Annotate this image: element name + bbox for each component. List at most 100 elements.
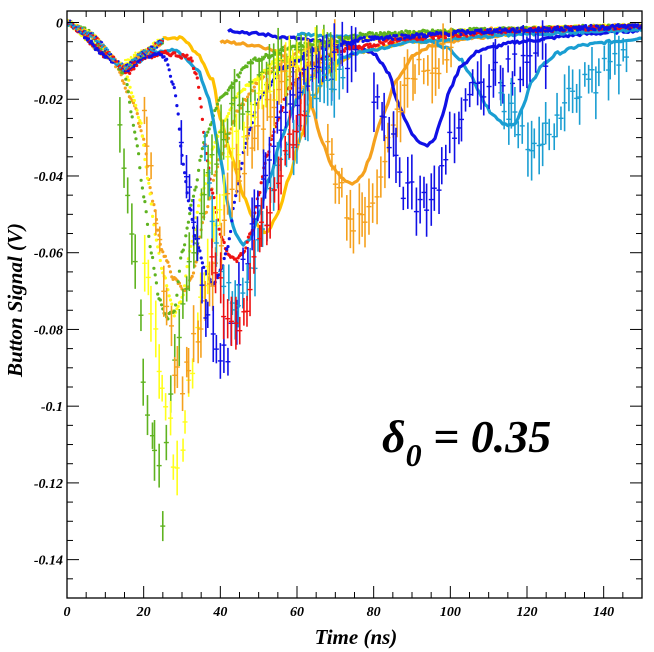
data-point — [362, 35, 366, 40]
plot-frame — [66, 10, 643, 599]
data-point — [140, 134, 144, 138]
data-point — [226, 88, 230, 92]
data-point — [191, 66, 196, 71]
data-point — [420, 32, 424, 36]
data-point — [161, 39, 165, 43]
data-point — [234, 257, 238, 261]
data-point — [151, 42, 155, 45]
data-point — [234, 79, 238, 83]
data-point — [244, 246, 248, 250]
data-point — [258, 190, 262, 195]
data-point — [623, 23, 627, 27]
delta-symbol: δ — [382, 411, 406, 462]
data-point — [366, 39, 370, 43]
x-tick-label: 120 — [517, 605, 538, 620]
data-point — [78, 25, 81, 28]
y-axis-title: Button Signal (V) — [3, 223, 27, 378]
data-point — [172, 309, 176, 313]
data-point — [139, 51, 142, 55]
series-green-1 — [67, 19, 642, 321]
data-point — [207, 127, 211, 131]
data-point — [139, 129, 143, 133]
data-point — [217, 98, 221, 102]
data-point — [128, 71, 132, 75]
data-point — [468, 26, 472, 31]
data-point — [576, 28, 580, 32]
data-point — [562, 28, 566, 32]
data-point — [183, 284, 187, 288]
data-point — [152, 266, 156, 270]
data-point — [390, 37, 395, 41]
data-point — [417, 35, 421, 39]
data-point — [555, 25, 560, 29]
data-point — [128, 85, 132, 89]
data-point — [158, 258, 162, 263]
data-point — [224, 144, 228, 148]
data-point — [134, 137, 138, 141]
data-point — [189, 208, 193, 212]
data-point — [367, 45, 371, 49]
data-point — [156, 228, 160, 232]
data-point — [495, 28, 499, 32]
data-point — [166, 63, 170, 67]
data-point — [134, 103, 138, 107]
data-point — [197, 204, 201, 208]
data-point — [393, 30, 397, 34]
data-point — [234, 194, 238, 198]
data-point — [118, 66, 122, 69]
x-tick-labels: 0 20 40 60 80 100 120 140 — [64, 605, 615, 620]
data-point — [133, 61, 137, 64]
data-point — [183, 243, 187, 247]
data-point — [227, 237, 231, 241]
data-point — [361, 39, 365, 44]
data-point — [92, 44, 96, 48]
data-point — [167, 294, 171, 298]
data-point — [167, 264, 171, 268]
data-point — [198, 198, 202, 202]
y-tick-label: -0.06 — [34, 247, 63, 262]
data-point — [82, 32, 86, 35]
data-point — [133, 130, 137, 134]
data-point — [134, 51, 137, 54]
data-point — [166, 260, 170, 264]
data-point — [75, 27, 78, 31]
data-point — [193, 188, 197, 192]
data-point — [211, 178, 215, 182]
y-tick-label: -0.14 — [34, 554, 63, 569]
data-point — [198, 235, 202, 239]
data-point — [165, 284, 169, 288]
early-dip-teal-1 — [67, 20, 165, 72]
data-point — [198, 96, 202, 101]
data-point — [165, 57, 169, 61]
data-point — [518, 29, 522, 34]
data-point — [596, 24, 600, 28]
data-point — [209, 188, 213, 192]
data-point — [570, 28, 574, 33]
data-point — [160, 266, 164, 270]
data-point — [195, 210, 199, 214]
data-point — [227, 111, 231, 116]
data-point — [198, 249, 202, 253]
data-point — [127, 78, 131, 82]
data-point — [197, 85, 201, 89]
data-point — [156, 292, 160, 296]
data-point — [140, 54, 144, 57]
data-point — [163, 276, 167, 280]
data-point — [108, 51, 111, 55]
data-point — [230, 219, 234, 223]
data-point — [128, 100, 132, 104]
data-point — [430, 28, 435, 32]
data-point — [232, 200, 236, 204]
data-point — [204, 210, 208, 214]
data-point — [145, 222, 150, 226]
data-point — [135, 108, 139, 112]
data-point — [311, 43, 315, 47]
data-point — [151, 199, 155, 203]
data-point — [148, 186, 152, 190]
data-point — [151, 49, 154, 52]
data-point — [136, 115, 140, 120]
x-tick-label: 40 — [212, 605, 227, 620]
data-point — [139, 121, 143, 125]
data-point — [382, 42, 386, 47]
data-point — [472, 31, 476, 35]
